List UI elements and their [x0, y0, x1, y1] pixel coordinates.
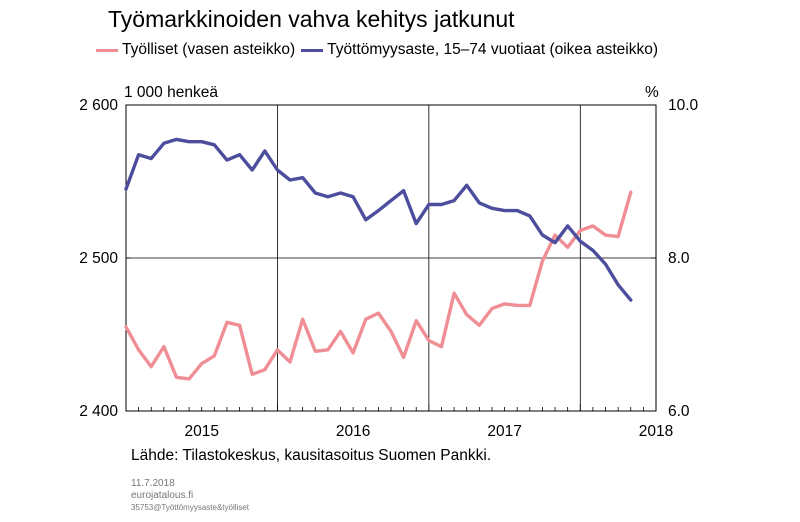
left-axis-tick-label: 2 500 [79, 250, 118, 267]
x-axis-year-label: 2016 [336, 423, 370, 440]
right-axis-tick-label: 6.0 [668, 403, 690, 420]
legend-item-unemployment: Työttömyysaste, 15–74 vuotiaat (oikea as… [301, 41, 658, 59]
legend-label-unemployment: Työttömyysaste, 15–74 vuotiaat (oikea as… [327, 41, 658, 58]
source-note: Lähde: Tilastokeskus, kausitasoitus Suom… [131, 447, 492, 464]
site-name: eurojatalous.fi [131, 490, 194, 501]
legend-label-employed: Työlliset (vasen asteikko) [122, 41, 296, 58]
left-axis-unit: 1 000 henkeä [124, 84, 218, 101]
x-axis-year-label: 2018 [639, 423, 673, 440]
chart-title: Työmarkkinoiden vahva kehitys jatkunut [108, 6, 515, 32]
series-line-employed [124, 190, 633, 381]
right-axis-tick-label: 8.0 [668, 250, 690, 267]
x-axis-year-label: 2017 [487, 423, 521, 440]
legend-swatch-unemployment [301, 48, 324, 52]
right-axis-unit: % [645, 84, 659, 101]
chart-code: 35753@Työttömyysaste&työlliset [131, 503, 249, 512]
publish-date: 11.7.2018 [131, 478, 175, 489]
right-axis-tick-label: 10.0 [668, 97, 699, 114]
x-axis-year-label: 2015 [184, 423, 218, 440]
left-axis-tick-label: 2 600 [79, 97, 118, 114]
legend: Työlliset (vasen asteikko) Työttömyysast… [96, 41, 664, 59]
legend-swatch-employed [96, 48, 118, 52]
series-line-unemployment-rate [124, 137, 633, 302]
left-axis-tick-label: 2 400 [79, 403, 118, 420]
legend-item-employed: Työlliset (vasen asteikko) [96, 41, 295, 59]
